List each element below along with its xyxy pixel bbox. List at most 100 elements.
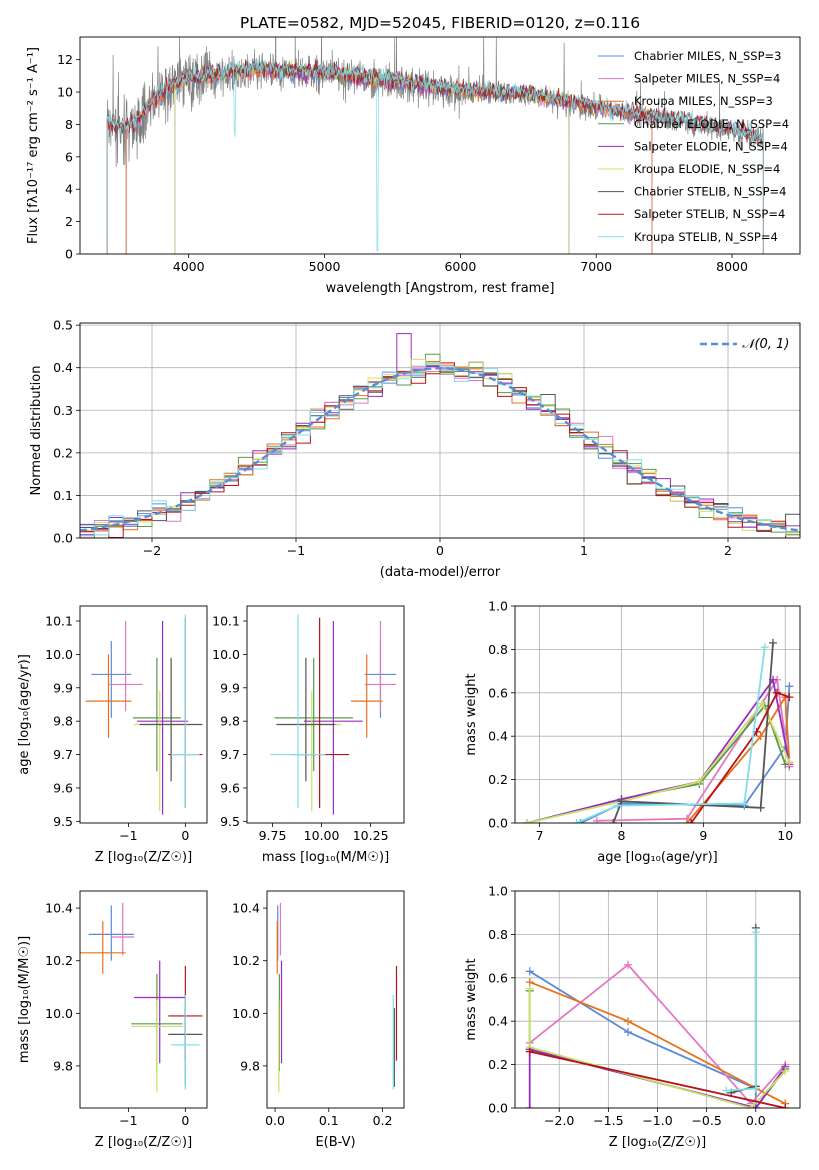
weight-point-marker: [781, 1067, 790, 1076]
weight-series-salpeter_stelib: [690, 691, 790, 823]
weight-point-marker: [758, 699, 767, 708]
y-tick-label: 0.0: [488, 816, 508, 831]
weight-point-marker: [624, 1017, 633, 1026]
y-tick-label: 0.8: [488, 642, 508, 657]
weight-point-marker: [613, 801, 622, 810]
legend-label: Salpeter MILES, N_SSP=4: [634, 72, 780, 86]
y-tick-label: 9.6: [220, 780, 240, 795]
x-tick-label: 8: [617, 828, 625, 843]
y-tick-label: 8: [65, 117, 73, 132]
y-tick-label: 9.9: [53, 680, 73, 695]
y-tick-label: 0.4: [53, 360, 73, 375]
y-axis-label: Normed distribution: [29, 366, 44, 496]
y-tick-label: 0.6: [488, 970, 508, 985]
age-vs-metallicity-panel: −1 0 9.5 9.6 9.7 9.8 9.9 10.0 10.1 Z [log₁₀(Z/Z☉)…: [17, 605, 208, 865]
legend-label: Kroupa MILES, N_SSP=3: [634, 94, 773, 108]
y-tick-label: 10.1: [212, 614, 240, 629]
weight-point-marker: [751, 1084, 760, 1093]
x-tick-label: −1.0: [642, 1113, 672, 1128]
weight-point-marker: [756, 803, 765, 812]
y-tick-label: 10.0: [45, 1006, 73, 1021]
mass-vs-metallicity-panel: −1 0 9.8 10.0 10.2 10.4 Z [log₁₀(Z/Z☉)] mass [l…: [17, 890, 208, 1150]
weight-point-marker: [785, 693, 794, 702]
y-tick-label: 0.0: [53, 531, 73, 546]
axes-frame: [246, 605, 405, 824]
x-tick-label: −0.5: [691, 1113, 721, 1128]
x-tick-label: 7000: [580, 259, 612, 274]
residual-histogram-panel: −2 −1 0 1 2 0.0 0.1 0.2 0.3 0.4 0.5 (data-model)/er…: [29, 318, 801, 580]
weight-point-marker: [751, 1104, 760, 1108]
weight-point-marker: [687, 819, 696, 823]
y-axis-label: mass weight: [464, 673, 479, 755]
weight-series-chabrier_stelib: [730, 927, 757, 1094]
weight-point-marker: [624, 960, 633, 969]
y-tick-label: 9.6: [53, 780, 73, 795]
x-axis-label: mass [log₁₀(M/M☉)]: [262, 850, 389, 865]
y-tick-label: 9.7: [220, 747, 240, 762]
axes-frame: [79, 890, 208, 1109]
x-axis-label: Z [log₁₀(Z/Z☉)]: [609, 1135, 706, 1150]
axes: −1 0 9.8 10.0 10.2 10.4 Z [log₁₀(Z/Z☉)] mass [l…: [17, 890, 208, 1150]
x-tick-label: 0.0: [746, 1113, 766, 1128]
y-tick-label: 9.7: [53, 747, 73, 762]
plot-area: [80, 333, 800, 538]
weight-series-kroupa_elodie: [528, 988, 786, 1108]
y-tick-label: 0.0: [488, 1101, 508, 1116]
y-tick-label: 2: [65, 214, 73, 229]
model-spectrum-salpeter_stelib: [106, 58, 764, 254]
weight-series-chabrier_miles: [580, 686, 791, 823]
plot-area: [106, 37, 764, 254]
y-tick-label: 9.5: [220, 814, 240, 829]
x-axis-label: (data-model)/error: [380, 565, 501, 580]
legend-label: 𝒩(0, 1): [742, 337, 789, 352]
plot-area: [85, 614, 203, 815]
y-axis-label: mass weight: [464, 958, 479, 1040]
x-tick-label: 8000: [716, 259, 748, 274]
y-tick-label: 10.0: [212, 647, 240, 662]
x-tick-label: −1: [119, 1113, 137, 1128]
y-tick-label: 9.8: [220, 714, 240, 729]
y-tick-label: 9.8: [53, 1058, 73, 1073]
y-tick-label: 9.5: [53, 814, 73, 829]
weight-point-marker: [751, 928, 760, 937]
axes: 7 8 9 10 0.0 0.2 0.4 0.6 0.8 1.0 age [log₁₀(age/yr…: [464, 599, 801, 865]
weight-point-marker: [525, 1104, 534, 1108]
weight-point-marker: [773, 688, 782, 697]
y-tick-label: 0.5: [53, 318, 73, 333]
x-tick-label: 1: [580, 543, 588, 558]
y-axis-label: Flux [fλ10⁻¹⁷ erg cm⁻² s⁻¹ A⁻¹]: [26, 47, 41, 244]
x-tick-label: −1: [119, 828, 137, 843]
legend-label: Chabrier STELIB, N_SSP=4: [634, 185, 786, 199]
weight-point-marker: [695, 777, 704, 786]
x-tick-label: 4000: [173, 259, 205, 274]
axes-frame: [266, 890, 405, 1109]
x-tick-label: 9: [699, 828, 707, 843]
mass-weight-vs-age-panel: 7 8 9 10 0.0 0.2 0.4 0.6 0.8 1.0 age [log₁₀(age/yr…: [464, 599, 801, 865]
legend-label: Chabrier ELODIE, N_SSP=4: [634, 117, 789, 131]
plot-area: [523, 638, 794, 823]
x-tick-label: −1: [287, 543, 305, 558]
y-tick-label: 10.0: [45, 647, 73, 662]
weight-point-marker: [572, 819, 581, 823]
y-tick-label: 0.2: [488, 1057, 508, 1072]
x-axis-label: age [log₁₀(age/yr)]: [597, 850, 718, 865]
weight-point-marker: [756, 732, 765, 741]
legend-label: Salpeter ELODIE, N_SSP=4: [634, 139, 788, 153]
x-tick-label: 2: [724, 543, 732, 558]
x-axis-label: wavelength [Angstrom, rest frame]: [326, 281, 555, 296]
spectrum-legend: Chabrier MILES, N_SSP=3 Salpeter MILES, N…: [598, 49, 789, 244]
weight-point-marker: [592, 816, 601, 823]
y-tick-label: 0.1: [53, 488, 73, 503]
x-tick-label: −2: [143, 543, 161, 558]
x-tick-label: 7: [536, 828, 544, 843]
spectrum-title: PLATE=0582, MJD=52045, FIBERID=0120, z=0…: [240, 14, 640, 32]
spectrum-panel: 4000 5000 6000 7000 8000 0 2 4 6 8 10 12 wavelength …: [26, 36, 801, 296]
legend-label: Kroupa ELODIE, N_SSP=4: [634, 162, 780, 176]
histogram-kroupa_stelib: [80, 362, 800, 538]
weight-point-marker: [785, 758, 794, 767]
x-tick-label: 10.00: [304, 828, 340, 843]
y-tick-label: 0.2: [488, 772, 508, 787]
weight-point-marker: [525, 984, 534, 993]
y-tick-label: 0.8: [488, 927, 508, 942]
x-axis-label: Z [log₁₀(Z/Z☉)]: [95, 1135, 192, 1150]
